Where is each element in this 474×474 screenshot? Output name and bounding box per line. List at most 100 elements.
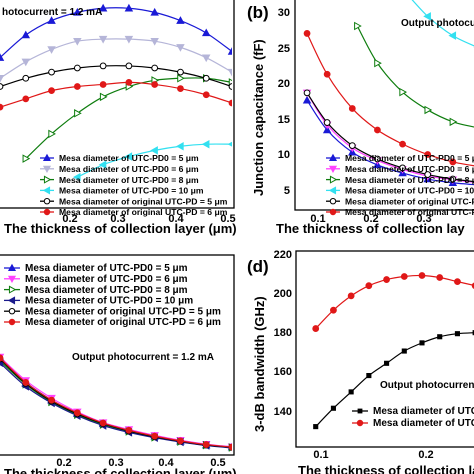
panel-a-series-line xyxy=(0,81,232,108)
panel-a-xtick-label: 0.4 xyxy=(168,213,184,225)
panel-a-data-point xyxy=(201,139,210,149)
panel-b-data-point xyxy=(348,105,356,112)
panel-a-data-point xyxy=(99,81,107,88)
panel-d: (d) Output photocurrent Mesa diameter of… xyxy=(247,249,474,474)
panel-b-legend-label: Mesa diameter of original UTC-PD = 5 μm xyxy=(345,196,474,206)
panel-d-data-point xyxy=(454,331,460,337)
panel-b-x-axis-title: The thickness of collection lay xyxy=(276,221,465,236)
panel-a-data-point xyxy=(228,83,232,90)
panel-b-legend-marker xyxy=(329,175,338,184)
panel-c-data-point xyxy=(99,419,107,427)
panel-a-data-point xyxy=(176,44,185,52)
panel-a-data-point xyxy=(98,35,108,44)
panel-c: Output photocurrent = 1.2 mA Mesa diamet… xyxy=(0,254,237,474)
panel-b-legend-marker xyxy=(328,186,337,195)
panel-b-legend-marker xyxy=(329,197,337,205)
panel-b-data-point xyxy=(374,155,381,163)
panel-b-data-point xyxy=(348,142,356,149)
panel-b-data-point xyxy=(323,70,331,78)
panel-b-series-line xyxy=(356,25,474,128)
panel-a-data-point xyxy=(22,154,31,163)
panel-b-data-point xyxy=(449,175,457,183)
panel-c-legend-label: Mesa diameter of original UTC-PD = 6 μm xyxy=(25,317,221,328)
panel-a-data-point xyxy=(201,28,211,37)
panel-a-legend-label: Mesa diameter of original UTC-PD = 6 μm xyxy=(59,207,228,217)
panel-c-data-point xyxy=(0,354,4,362)
panel-b-ytick-label: 20 xyxy=(278,78,290,90)
panel-a-data-point xyxy=(124,152,133,161)
panel-b-plot-frame xyxy=(294,0,474,211)
panel-b-data-point xyxy=(423,12,431,21)
panel-a-data-point xyxy=(177,74,185,83)
panel-a-data-point xyxy=(74,109,82,118)
panel-b-xtick-label: 0.3 xyxy=(416,213,431,225)
panel-a-data-point xyxy=(177,68,184,76)
panel-a-data-point xyxy=(47,46,56,54)
panel-d-legend-label: Mesa diameter of UTC xyxy=(373,406,474,417)
panel-a-series-line xyxy=(0,38,232,79)
panel-a-data-point xyxy=(48,68,55,76)
panel-c-legend-label: Mesa diameter of UTC-PD0 = 8 μm xyxy=(25,285,188,296)
panel-a-legend-marker xyxy=(43,208,51,216)
panel-c-data-point xyxy=(177,437,184,445)
panel-c-xtick-label: 0.2 xyxy=(56,457,71,469)
panel-a-data-point xyxy=(227,68,232,77)
panel-a-data-point xyxy=(150,7,159,16)
panel-a-data-point xyxy=(124,3,134,12)
panel-a-data-point xyxy=(98,160,107,170)
panel-a-data-point xyxy=(99,92,108,102)
panel-d-ytick-label: 200 xyxy=(274,288,292,300)
panel-d-data-point xyxy=(313,424,319,430)
panel-d-data-point xyxy=(347,292,355,300)
panel-d-data-point xyxy=(383,276,390,283)
panel-b-ytick-label: 5 xyxy=(284,185,290,197)
panel-b-data-point xyxy=(424,105,433,115)
panel-a-data-point xyxy=(73,37,82,46)
panel-b-data-point xyxy=(303,30,311,37)
panel-b-data-point xyxy=(302,95,312,104)
panel-d-plot-frame xyxy=(295,250,474,448)
panel-d-data-point xyxy=(330,405,336,411)
panel-d-data-point xyxy=(454,278,461,285)
panel-a-data-point xyxy=(0,53,5,61)
panel-b-data-point xyxy=(399,87,407,97)
panel-c-series-line xyxy=(0,358,232,448)
panel-d-data-point xyxy=(366,373,372,379)
panel-b: (b) Output photocu Mesa diameter of UTC-… xyxy=(247,0,474,236)
panel-a-data-point xyxy=(202,74,210,82)
panel-b-xtick-label: 0.1 xyxy=(310,213,325,225)
panel-d-data-point xyxy=(348,389,354,395)
panel-c-plot-frame xyxy=(0,254,235,456)
panel-c-series-line xyxy=(0,362,232,449)
panel-a-data-point xyxy=(99,62,107,70)
panel-d-annotation: Output photocurrent xyxy=(380,380,474,391)
panel-c-data-point xyxy=(151,432,159,440)
panel-d-legend-label: Mesa diameter of UTC xyxy=(373,418,474,429)
panel-a-data-point xyxy=(227,47,232,55)
panel-b-legend-label: Mesa diameter of original UTC-PD = 6 μm xyxy=(345,207,474,217)
panel-a-legend-label: Mesa diameter of UTC-PD0 = 8 μm xyxy=(59,175,199,185)
panel-b-ytick-label: 10 xyxy=(278,149,290,161)
panel-c-xtick-label: 0.5 xyxy=(210,457,225,469)
panel-b-data-point xyxy=(399,140,406,148)
panel-a-legend-marker xyxy=(43,197,51,205)
panel-b-letter: (b) xyxy=(247,3,269,22)
panel-d-data-point xyxy=(384,360,390,366)
panel-a-legend-label: Mesa diameter of original UTC-PD = 5 μm xyxy=(59,196,228,206)
panel-a-data-point xyxy=(177,85,184,92)
panel-c-series-line xyxy=(0,360,232,449)
panel-a-legend-marker xyxy=(42,153,52,162)
panel-b-data-point xyxy=(374,126,381,134)
panel-c-xtick-label: 0.3 xyxy=(108,457,123,469)
panel-a-data-point xyxy=(22,74,30,82)
panel-b-data-point xyxy=(354,21,362,31)
panel-b-legend-marker xyxy=(328,153,338,162)
panel-b-legend-label: Mesa diameter of UTC-PD0 = 10 μm xyxy=(345,186,474,196)
panel-a-legend-label: Mesa diameter of UTC-PD0 = 6 μm xyxy=(59,164,199,174)
panel-a-data-point xyxy=(228,99,232,107)
panel-b-y-axis-title: Junction capacitance (fF) xyxy=(251,39,266,196)
panel-c-data-point xyxy=(22,379,30,386)
